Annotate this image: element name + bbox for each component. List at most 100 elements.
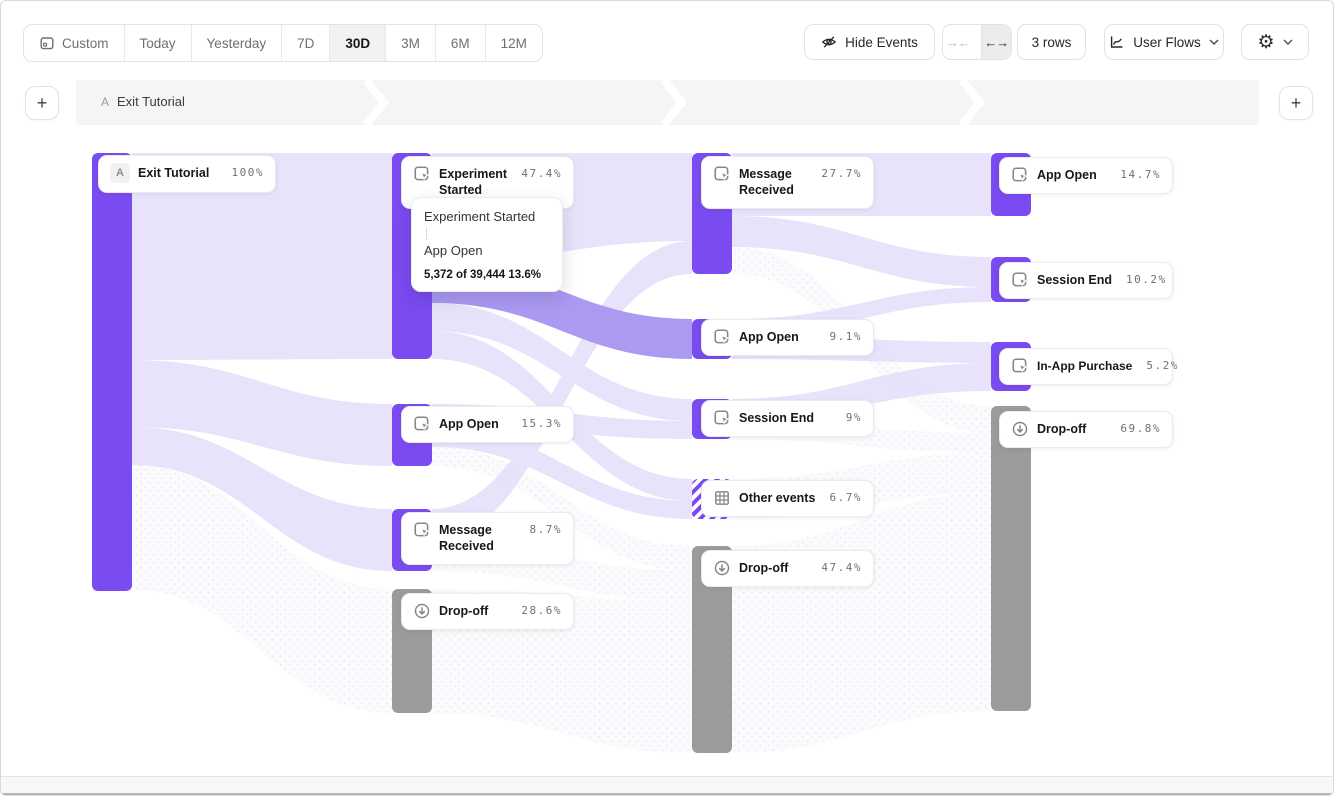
grid-icon	[715, 491, 729, 505]
chart-type-dropdown[interactable]: User Flows	[1104, 24, 1224, 60]
node-pct: 14.7%	[1120, 168, 1161, 181]
flow-ribbon[interactable]	[732, 216, 991, 287]
expand-columns-icon[interactable]: ←→	[980, 25, 1011, 59]
date-range-6m[interactable]: 6M	[434, 25, 485, 61]
expand-glyph: ←→	[984, 34, 1009, 50]
step-chevron-icon	[363, 80, 389, 125]
node-card-dropoff[interactable]: Drop-off 47.4%	[701, 550, 874, 587]
node-label: Experiment Started	[439, 167, 508, 197]
node-card-message-received[interactable]: Message Received 8.7%	[401, 512, 574, 565]
node-label: Drop-off	[439, 604, 489, 618]
node-label: Drop-off	[1037, 422, 1087, 436]
node-pct: 9.1%	[829, 330, 862, 343]
date-range-label: 6M	[450, 35, 470, 51]
window-bottom-edge	[1, 793, 1333, 795]
node-pct: 47.4%	[521, 167, 562, 180]
rows-label: 3 rows	[1031, 34, 1072, 50]
flow-ribbon[interactable]	[132, 360, 392, 466]
flow-ribbon[interactable]	[432, 241, 692, 541]
node-label: App Open	[739, 330, 799, 344]
node-pct: 28.6%	[521, 604, 562, 617]
collapse-glyph: →←	[945, 34, 971, 50]
node-card-dropoff[interactable]: Drop-off 69.8%	[999, 411, 1173, 448]
node-card-session-end[interactable]: Session End 9%	[701, 400, 874, 437]
flow-ribbon[interactable]	[432, 425, 692, 519]
chart-type-label: User Flows	[1133, 34, 1201, 50]
dropoff-ribbon[interactable]	[132, 465, 392, 713]
node-label: App Open	[439, 417, 499, 431]
node-pct: 8.7%	[529, 523, 562, 536]
node-pct: 27.7%	[821, 167, 862, 180]
node-card-other-events[interactable]: Other events 6.7%	[701, 480, 874, 517]
node-card-message-received[interactable]: Message Received 27.7%	[701, 156, 874, 209]
date-range-yesterday[interactable]: Yesterday	[190, 25, 282, 61]
chevron-down-icon	[1282, 39, 1293, 45]
date-range-segmented-control: Custom Today Yesterday 7D 30D 3M 6M 12M	[23, 24, 543, 62]
node-card-in-app-purchase[interactable]: In-App Purchase 5.2%	[999, 348, 1177, 385]
node-pct: 10.2%	[1126, 273, 1167, 286]
node-label: Session End	[739, 411, 815, 425]
node-label: Drop-off	[739, 561, 789, 575]
flow-ribbon[interactable]	[132, 427, 392, 571]
step-header-bar: A Exit Tutorial	[76, 80, 1259, 125]
plus-icon: +	[36, 92, 48, 113]
node-pct: 9%	[845, 411, 862, 424]
click-event-icon	[1012, 167, 1028, 182]
tooltip-detail: 5,372 of 39,444 13.6%	[424, 269, 541, 281]
dropoff-icon	[714, 560, 730, 576]
date-range-label: 7D	[297, 35, 315, 51]
add-step-right-button[interactable]: +	[1279, 86, 1313, 120]
node-pct: 100%	[231, 166, 264, 179]
flows-chart-icon	[1111, 36, 1123, 48]
hide-events-button[interactable]: Hide Events	[804, 24, 935, 60]
node-card-dropoff[interactable]: Drop-off 28.6%	[401, 593, 574, 630]
node-card-app-open[interactable]: App Open 14.7%	[999, 157, 1173, 194]
node-card-app-open[interactable]: App Open 9.1%	[701, 319, 874, 356]
click-event-icon	[414, 416, 430, 431]
node-pct: 15.3%	[521, 417, 562, 430]
node-label: Exit Tutorial	[138, 166, 210, 180]
flow-tooltip: Experiment Started App Open 5,372 of 39,…	[411, 197, 563, 292]
dropoff-ribbon[interactable]	[732, 493, 991, 753]
node-label: Message Received	[439, 523, 494, 553]
collapse-columns-icon[interactable]: →←	[943, 25, 973, 59]
date-range-3m[interactable]: 3M	[385, 25, 435, 61]
date-range-7d[interactable]: 7D	[281, 25, 330, 61]
node-card-app-open[interactable]: App Open 15.3%	[401, 406, 574, 443]
date-range-label: Custom	[62, 35, 109, 51]
click-event-icon	[714, 329, 730, 344]
flow-ribbon[interactable]	[432, 303, 692, 421]
chevron-down-icon	[1209, 39, 1219, 45]
date-range-12m[interactable]: 12M	[484, 25, 542, 61]
hide-events-label: Hide Events	[845, 34, 918, 50]
add-step-left-button[interactable]: +	[25, 86, 59, 120]
node-card-session-end[interactable]: Session End 10.2%	[999, 262, 1173, 299]
date-range-today[interactable]: Today	[123, 25, 191, 61]
date-range-30d-selected[interactable]: 30D	[329, 25, 386, 61]
plus-icon: +	[1290, 92, 1302, 113]
node-card-exit-tutorial[interactable]: A Exit Tutorial 100%	[98, 155, 276, 193]
step-chevron-icon	[661, 80, 687, 125]
date-range-label: 30D	[345, 35, 371, 51]
step-letter-badge: A	[110, 163, 130, 183]
click-event-icon	[714, 166, 730, 181]
node-pct: 5.2%	[1146, 359, 1179, 372]
node-bar-exit-tutorial[interactable]	[92, 153, 132, 591]
click-event-icon	[414, 166, 430, 181]
flow-ribbon[interactable]	[132, 153, 392, 360]
gear-icon: ⚙	[1257, 31, 1275, 53]
step-chevron-icon	[959, 80, 985, 125]
node-pct: 69.8%	[1120, 422, 1161, 435]
node-label: In-App Purchase	[1037, 359, 1133, 373]
step-title: Exit Tutorial	[117, 94, 185, 109]
node-bar-dropoff-4[interactable]	[991, 406, 1031, 711]
dropoff-ribbon[interactable]	[432, 589, 692, 753]
dropoff-icon	[1012, 421, 1028, 437]
step-header-label[interactable]: A Exit Tutorial	[101, 94, 185, 109]
node-pct: 6.7%	[829, 491, 862, 504]
settings-dropdown[interactable]: ⚙	[1241, 24, 1309, 60]
date-range-label: 12M	[500, 35, 527, 51]
rows-button[interactable]: 3 rows	[1017, 24, 1086, 60]
date-range-custom[interactable]: Custom	[24, 25, 124, 61]
